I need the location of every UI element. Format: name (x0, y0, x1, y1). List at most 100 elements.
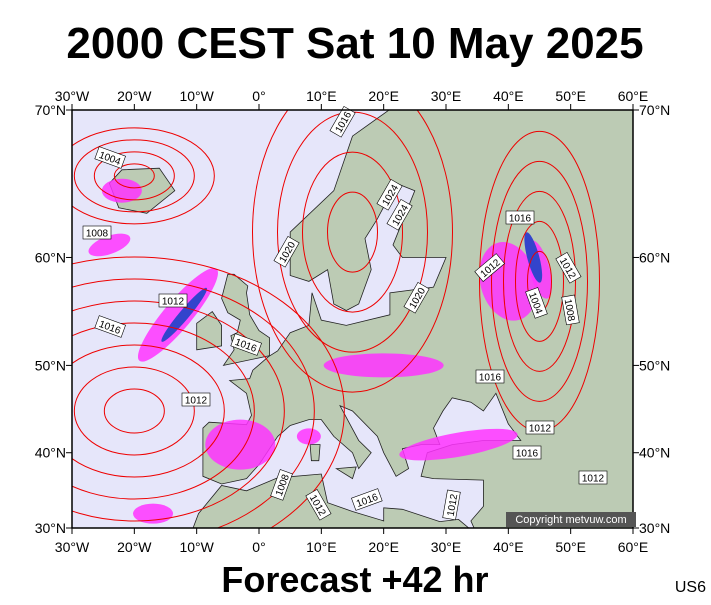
precip-area (399, 428, 518, 461)
lat-label-right: 30°N (639, 520, 670, 536)
isobar-label-box (305, 488, 332, 521)
isobar (491, 160, 588, 402)
isobar-value: 1012 (446, 493, 461, 517)
lat-label-left: 40°N (35, 445, 66, 461)
isobar-value: 1012 (185, 396, 208, 407)
isobar-label-box (525, 420, 555, 435)
lat-label-left: 70°N (35, 102, 66, 118)
isobar-label: 1016 (505, 210, 535, 225)
land-mass (192, 473, 470, 528)
lon-label-top: 50°E (555, 88, 586, 104)
lon-label-bottom: 0° (252, 539, 265, 555)
lon-label-top: 10°W (179, 88, 214, 104)
isobar-label: 1012 (525, 420, 555, 435)
lon-label-top: 10°E (306, 88, 337, 104)
isobars (72, 110, 600, 528)
precip-area (205, 419, 276, 470)
lon-label-top: 20°E (368, 88, 399, 104)
precipitation (88, 178, 552, 524)
lon-label-bottom: 30°E (431, 539, 462, 555)
lon-label-top: 30°E (431, 88, 462, 104)
isobar-label-box (230, 333, 262, 356)
forecast-label: Forecast +42 hr (221, 559, 488, 600)
lon-label-bottom: 30°W (55, 539, 90, 555)
isobar-label-box (512, 445, 542, 460)
isobar (252, 110, 453, 393)
isobar-label-box (376, 178, 403, 211)
copyright: Copyright metvuw.com (515, 514, 626, 526)
isobar (72, 127, 215, 225)
isobar-label-box (555, 251, 582, 284)
lat-label-right: 70°N (639, 102, 670, 118)
isobar-label-box (94, 315, 126, 338)
isobar-label-box (181, 392, 211, 407)
copyright-box (506, 512, 636, 527)
isobar (72, 344, 225, 478)
precip-core (161, 287, 208, 342)
isobar (72, 322, 255, 500)
lon-label-bottom: 50°E (555, 539, 586, 555)
lat-label-left: 60°N (35, 249, 66, 265)
isobar-value: 1012 (582, 474, 605, 485)
isobar-label-box (82, 225, 112, 240)
isobar-label: 1012 (158, 293, 188, 308)
map-frame (71, 109, 634, 529)
lat-label-left: 30°N (35, 520, 66, 536)
product-code: US6 (675, 579, 706, 596)
isobar-label: 1008 (82, 225, 112, 240)
isobar-label-box (158, 293, 188, 308)
isobar-label: 1016 (512, 445, 542, 460)
isobar-value: 1016 (516, 449, 539, 460)
lon-label-bottom: 20°E (368, 539, 399, 555)
isobar-label-box (475, 369, 505, 384)
isobar-label-box (403, 281, 430, 314)
isobar-label-box (270, 469, 293, 501)
lon-label-top: 60°E (618, 88, 649, 104)
isobar-label-box (386, 198, 413, 231)
precip-area (88, 233, 131, 257)
lon-label-bottom: 10°E (306, 539, 337, 555)
isobar (93, 151, 175, 201)
isobar-label-box (578, 470, 608, 485)
isobar-label-box (525, 287, 548, 319)
isobar (327, 191, 378, 273)
isobar (113, 163, 155, 189)
precip-area (323, 353, 444, 378)
lon-label-bottom: 20°W (117, 539, 152, 555)
isobar-label: 1012 (181, 392, 211, 407)
lon-label-top: 30°W (55, 88, 90, 104)
isobar-label-box (273, 235, 300, 268)
isobar-value: 1008 (86, 229, 109, 240)
isobar (73, 366, 195, 456)
land-mass (309, 444, 321, 462)
isobar (503, 190, 576, 372)
isobar-label: 1012 (578, 470, 608, 485)
isobar-label-box (442, 489, 461, 521)
lon-label-top: 20°W (117, 88, 152, 104)
isobar (515, 220, 564, 342)
title: 2000 CEST Sat 10 May 2025 (66, 19, 643, 68)
isobar (103, 388, 165, 434)
lon-label-top: 0° (252, 88, 265, 104)
lat-label-left: 50°N (35, 357, 66, 373)
isobar-value: 1012 (162, 297, 185, 308)
isobar-label-box (351, 488, 383, 511)
graticule-ticks: 30°W 30°W 20°W 20°W 10°W 10°W 0° 0° 10°E 10°E 20°E… (35, 88, 671, 555)
land-mass (196, 311, 222, 351)
precip-area (296, 428, 321, 445)
isobar-label-box (94, 146, 126, 169)
isobar (72, 278, 315, 528)
lat-label-right: 40°N (639, 445, 670, 461)
isobar-label: 1016 (475, 369, 505, 384)
isobar-value: 1016 (509, 214, 532, 225)
land-mass (335, 466, 357, 480)
lon-label-bottom: 10°W (179, 539, 214, 555)
isobar-value: 1008 (562, 298, 577, 322)
precip-area (101, 178, 142, 203)
precip-core (524, 232, 543, 283)
isobar-label: 1012 (442, 489, 461, 521)
lon-label-bottom: 40°E (493, 539, 524, 555)
lon-label-top: 40°E (493, 88, 524, 104)
isobar-value: 1016 (479, 373, 502, 384)
